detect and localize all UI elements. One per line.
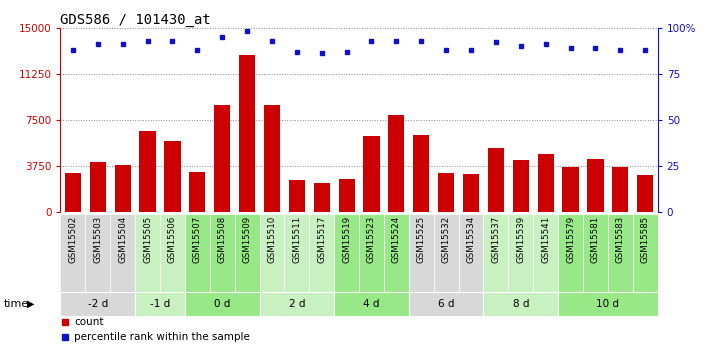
Bar [587, 159, 604, 212]
Bar [110, 214, 135, 292]
Bar [438, 173, 454, 212]
Bar [114, 165, 131, 212]
Text: GDS586 / 101430_at: GDS586 / 101430_at [60, 12, 211, 27]
Bar [488, 148, 504, 212]
Bar [60, 214, 85, 292]
Text: 0 d: 0 d [214, 299, 230, 309]
Text: GSM15541: GSM15541 [541, 216, 550, 264]
Bar [60, 292, 135, 316]
Text: GSM15506: GSM15506 [168, 216, 177, 264]
Bar [85, 214, 110, 292]
Bar [533, 214, 558, 292]
Bar [483, 292, 558, 316]
Text: GSM15537: GSM15537 [491, 216, 501, 264]
Text: ▶: ▶ [27, 299, 35, 309]
Bar [260, 214, 284, 292]
Text: GSM15585: GSM15585 [641, 216, 650, 264]
Bar [334, 292, 409, 316]
Bar [637, 175, 653, 212]
Bar [459, 214, 483, 292]
Bar [289, 180, 305, 212]
Bar [508, 214, 533, 292]
Text: 6 d: 6 d [438, 299, 454, 309]
Bar [139, 131, 156, 212]
Bar [309, 214, 334, 292]
Text: GSM15583: GSM15583 [616, 216, 625, 264]
Bar [633, 214, 658, 292]
Text: count: count [74, 317, 104, 326]
Bar [413, 135, 429, 212]
Text: GSM15503: GSM15503 [93, 216, 102, 264]
Bar [214, 105, 230, 212]
Bar [409, 292, 483, 316]
Bar [235, 214, 260, 292]
Bar [434, 214, 459, 292]
Bar [384, 214, 409, 292]
Text: GSM15517: GSM15517 [317, 216, 326, 264]
Text: -2 d: -2 d [87, 299, 108, 309]
Bar [189, 171, 205, 212]
Bar [583, 214, 608, 292]
Bar [538, 154, 554, 212]
Text: GSM15502: GSM15502 [68, 216, 77, 264]
Text: time: time [4, 299, 29, 309]
Text: GSM15510: GSM15510 [267, 216, 277, 264]
Text: 2 d: 2 d [289, 299, 305, 309]
Bar [160, 214, 185, 292]
Bar [65, 173, 81, 212]
Bar [483, 214, 508, 292]
Bar [409, 214, 434, 292]
Text: GSM15523: GSM15523 [367, 216, 376, 264]
Bar [338, 179, 355, 212]
Bar [388, 115, 405, 212]
Bar [284, 214, 309, 292]
Text: GSM15509: GSM15509 [242, 216, 252, 263]
Text: GSM15524: GSM15524 [392, 216, 401, 264]
Bar [334, 214, 359, 292]
Text: 8 d: 8 d [513, 299, 529, 309]
Text: GSM15525: GSM15525 [417, 216, 426, 264]
Bar [314, 183, 330, 212]
Text: GSM15504: GSM15504 [118, 216, 127, 264]
Text: 4 d: 4 d [363, 299, 380, 309]
Text: GSM15519: GSM15519 [342, 216, 351, 263]
Bar [239, 55, 255, 212]
Bar [562, 167, 579, 212]
Bar [135, 214, 160, 292]
Bar [612, 167, 629, 212]
Bar [164, 141, 181, 212]
Bar [260, 292, 334, 316]
Text: GSM15539: GSM15539 [516, 216, 525, 263]
Bar [513, 160, 529, 212]
Bar [558, 214, 583, 292]
Bar [90, 162, 106, 212]
Text: GSM15581: GSM15581 [591, 216, 600, 264]
Text: GSM15511: GSM15511 [292, 216, 301, 264]
Text: GSM15534: GSM15534 [466, 216, 476, 264]
Text: GSM15532: GSM15532 [442, 216, 451, 264]
Bar [185, 292, 260, 316]
Bar [558, 292, 658, 316]
Text: 10 d: 10 d [597, 299, 619, 309]
Text: GSM15505: GSM15505 [143, 216, 152, 264]
Text: GSM15507: GSM15507 [193, 216, 202, 264]
Text: GSM15508: GSM15508 [218, 216, 227, 264]
Text: GSM15579: GSM15579 [566, 216, 575, 263]
Bar [210, 214, 235, 292]
Text: -1 d: -1 d [150, 299, 170, 309]
Bar [608, 214, 633, 292]
Bar [359, 214, 384, 292]
Text: percentile rank within the sample: percentile rank within the sample [74, 332, 250, 342]
Bar [363, 136, 380, 212]
Bar [185, 214, 210, 292]
Bar [264, 105, 280, 212]
Bar [135, 292, 185, 316]
Bar [463, 174, 479, 212]
